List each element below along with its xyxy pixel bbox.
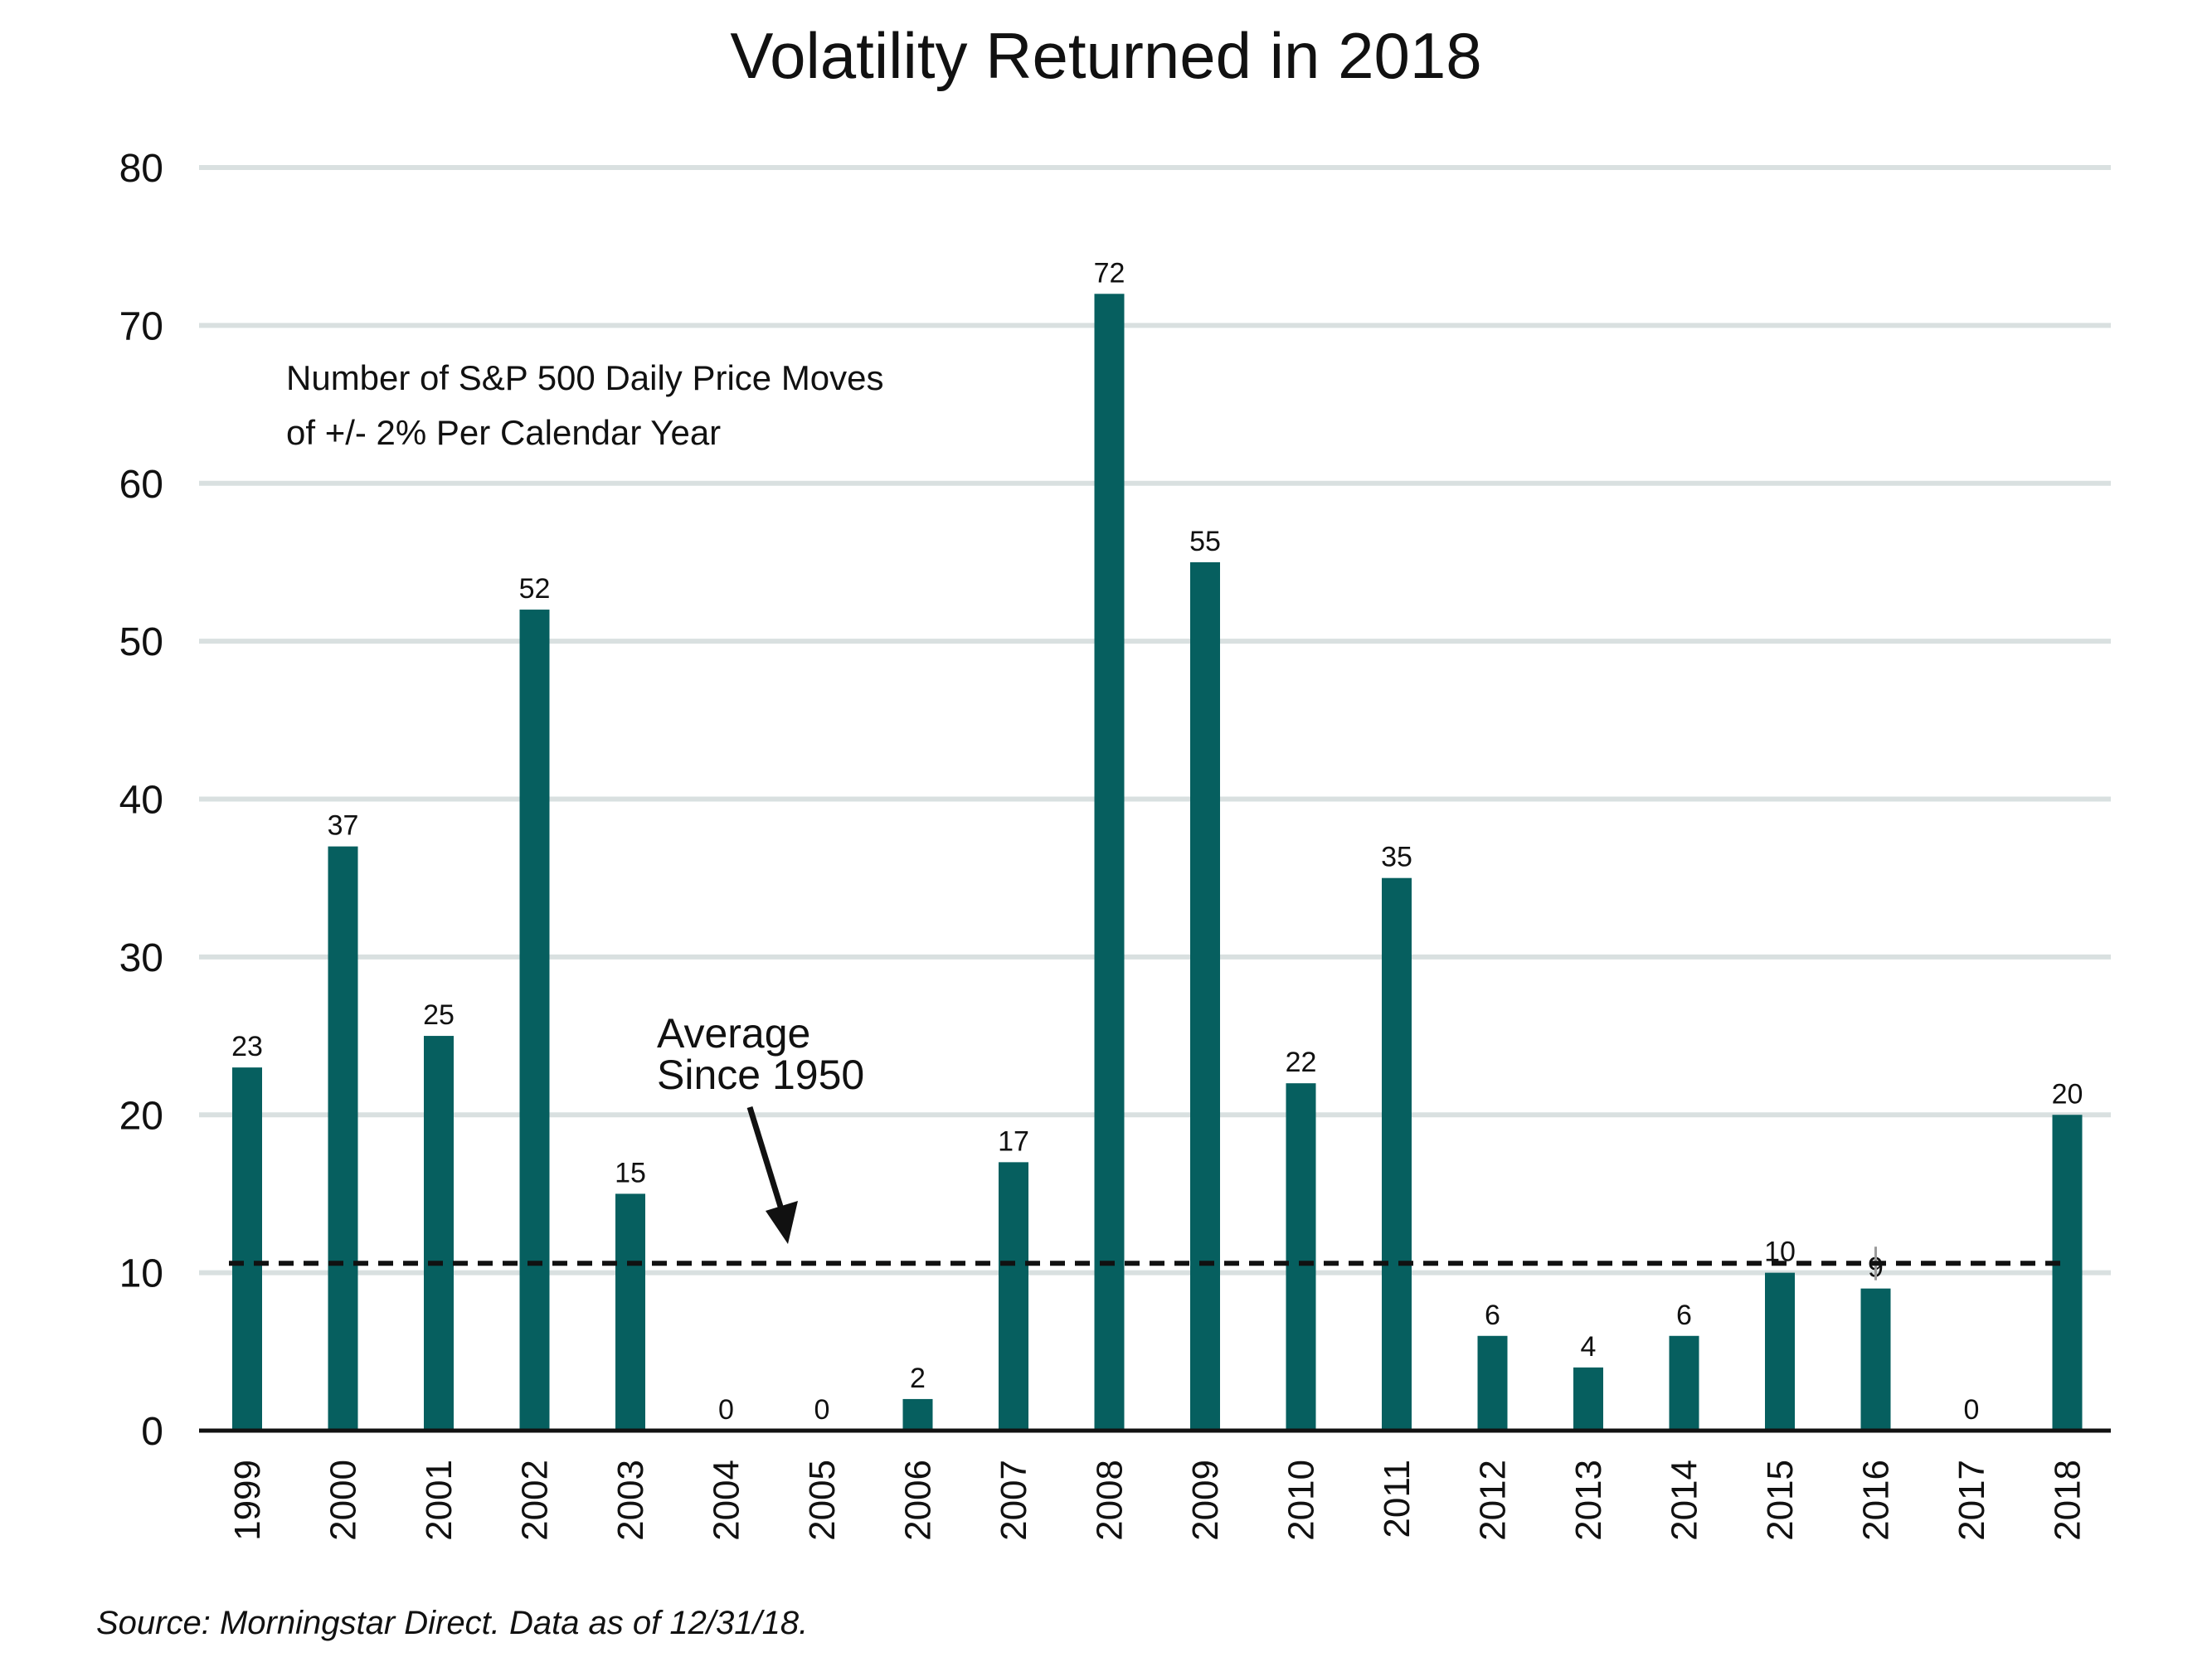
data-label: 23 xyxy=(231,1031,263,1062)
x-tick-label: 2001 xyxy=(419,1460,459,1541)
x-tick-label: 2010 xyxy=(1281,1460,1322,1541)
data-label: 52 xyxy=(519,573,551,605)
y-tick-label: 60 xyxy=(119,463,163,507)
x-tick-label: 1999 xyxy=(227,1460,268,1541)
x-tick-label: 2015 xyxy=(1760,1460,1801,1541)
average-label-line: Since 1950 xyxy=(657,1052,864,1098)
bar xyxy=(615,1193,645,1431)
data-label: 0 xyxy=(1964,1394,1980,1426)
bars xyxy=(199,294,2111,1433)
bar xyxy=(1765,1272,1795,1431)
bar xyxy=(328,846,358,1431)
x-tick-label: 2007 xyxy=(994,1460,1034,1541)
y-tick-label: 0 xyxy=(141,1410,163,1454)
chart-subtitle-line: of +/- 2% Per Calendar Year xyxy=(286,413,721,452)
x-tick-label: 2011 xyxy=(1377,1460,1417,1538)
x-axis-ticks: 1999 2000 2001 2002 2003 2004 2005 2006 2007 2008… xyxy=(227,1460,2088,1541)
data-label: 6 xyxy=(1676,1300,1692,1331)
bar xyxy=(902,1398,933,1431)
bar xyxy=(519,610,550,1431)
bar xyxy=(1477,1335,1508,1431)
x-tick-label: 2013 xyxy=(1568,1460,1609,1541)
data-label: 6 xyxy=(1485,1300,1500,1331)
data-label: 0 xyxy=(718,1394,734,1426)
y-tick-label: 20 xyxy=(119,1094,163,1138)
data-label: 20 xyxy=(2052,1078,2083,1110)
x-tick-label: 2008 xyxy=(1090,1460,1130,1541)
x-tick-label: 2009 xyxy=(1185,1460,1226,1541)
data-label: 37 xyxy=(328,810,359,842)
y-tick-label: 70 xyxy=(119,304,163,348)
y-tick-label: 50 xyxy=(119,620,163,664)
x-tick-label: 2016 xyxy=(1856,1460,1897,1541)
x-tick-label: 2006 xyxy=(898,1460,939,1541)
y-tick-label: 40 xyxy=(119,779,163,823)
bar xyxy=(1382,877,1412,1431)
x-tick-label: 2000 xyxy=(323,1460,364,1541)
data-label: 25 xyxy=(423,999,455,1031)
bar xyxy=(2052,1115,2083,1431)
x-tick-label: 2002 xyxy=(515,1460,556,1541)
x-tick-label: 2004 xyxy=(707,1460,747,1541)
data-label: 72 xyxy=(1094,257,1125,289)
average-arrow-head xyxy=(766,1201,798,1244)
annotations: Number of S&P 500 Daily Price Moves of +/… xyxy=(286,358,884,1244)
chart-title: Volatility Returned in 2018 xyxy=(730,19,1482,92)
data-label: 0 xyxy=(814,1394,830,1426)
x-tick-label: 2003 xyxy=(610,1460,651,1541)
x-tick-label: 2014 xyxy=(1665,1460,1705,1541)
average-label-line: Average xyxy=(657,1010,810,1057)
chart-subtitle-line: Number of S&P 500 Daily Price Moves xyxy=(286,358,884,397)
x-tick-label: 2005 xyxy=(802,1460,843,1541)
bar xyxy=(1573,1367,1603,1431)
data-label: 17 xyxy=(998,1125,1029,1157)
y-tick-label: 80 xyxy=(119,147,163,191)
bar xyxy=(1669,1335,1699,1431)
bar xyxy=(1190,561,1220,1431)
data-label: 55 xyxy=(1189,526,1221,557)
y-axis-ticks: 0 10 20 30 40 50 60 70 80 xyxy=(119,147,163,1454)
source-note: Source: Morningstar Direct. Data as of 1… xyxy=(96,1605,809,1641)
x-tick-label: 2017 xyxy=(1952,1460,1992,1541)
data-label: 22 xyxy=(1286,1047,1317,1078)
bar xyxy=(1860,1288,1891,1431)
bar xyxy=(1094,294,1125,1431)
x-tick-label: 2012 xyxy=(1473,1460,1514,1541)
data-label: 35 xyxy=(1381,842,1412,873)
data-labels: 23372552150021772552235646109020 xyxy=(231,257,2083,1426)
data-label: 15 xyxy=(615,1157,646,1188)
y-tick-label: 30 xyxy=(119,936,163,980)
data-label: 2 xyxy=(910,1363,926,1394)
y-tick-label: 10 xyxy=(119,1252,163,1296)
bar xyxy=(1286,1083,1316,1431)
average-arrow-shaft xyxy=(746,1106,785,1211)
bar xyxy=(424,1036,454,1431)
bar xyxy=(999,1162,1028,1431)
bar xyxy=(232,1067,262,1431)
gridlines xyxy=(199,165,2111,1276)
data-label: 4 xyxy=(1581,1331,1597,1363)
x-tick-label: 2018 xyxy=(2048,1460,2088,1541)
